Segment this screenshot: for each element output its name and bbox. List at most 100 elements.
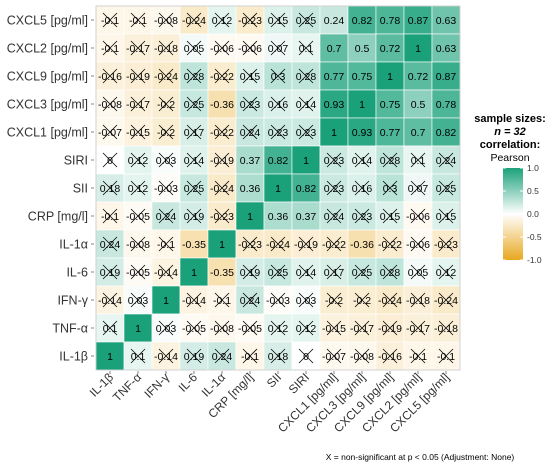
nonsignificant-x — [382, 236, 398, 252]
cell-value: -0.17 — [126, 43, 150, 55]
cell-value: -0.14 — [182, 295, 206, 307]
cell-value: 0.14 — [296, 267, 317, 279]
cell-value: -0.1 — [101, 43, 119, 55]
nonsignificant-x — [354, 320, 370, 336]
heatmap-cell — [403, 5, 433, 35]
cell-value: -0.1 — [213, 295, 231, 307]
cell-value: -0.14 — [154, 351, 178, 363]
cell-value: -0.1 — [241, 351, 259, 363]
cell-value: 0.24 — [324, 211, 345, 223]
cell-value: -0.1 — [129, 15, 147, 27]
cell-value: 0.36 — [268, 211, 289, 223]
cell-value: -0.24 — [182, 15, 206, 27]
cell-value: 1 — [275, 183, 281, 195]
nonsignificant-x — [326, 292, 342, 308]
cell-value: -0.03 — [266, 295, 290, 307]
nonsignificant-x — [270, 40, 286, 56]
cell-value: -0.06 — [238, 43, 262, 55]
legend-tick-label: -0.5 — [527, 232, 542, 242]
heatmap-cell — [179, 229, 209, 259]
nonsignificant-x — [326, 180, 342, 196]
cell-value: -0.19 — [294, 239, 318, 251]
heatmap-cell — [291, 5, 321, 35]
cell-value: -0.1 — [101, 211, 119, 223]
cell-value: 0.63 — [436, 15, 457, 27]
legend-tick-label: 0.0 — [527, 209, 539, 219]
cell-value: 0.12 — [436, 267, 457, 279]
cell-value: 0.7 — [327, 43, 342, 55]
cell-value: 0.03 — [156, 323, 177, 335]
cell-value: 0.03 — [296, 295, 317, 307]
nonsignificant-x — [410, 292, 426, 308]
nonsignificant-x — [102, 236, 118, 252]
nonsignificant-x — [158, 348, 174, 364]
legend-tick-label: 1.0 — [527, 163, 539, 173]
cell-value: -0.03 — [154, 183, 178, 195]
heatmap-cell — [123, 313, 153, 343]
nonsignificant-x — [298, 320, 314, 336]
legend-n-label: n = 32 — [494, 126, 526, 138]
cell-value: -0.36 — [350, 239, 374, 251]
cell-value: 0.25 — [436, 183, 457, 195]
heatmap-cells — [95, 5, 461, 371]
cell-value: 0.93 — [352, 127, 373, 139]
row-label: TNF-α — [52, 322, 88, 336]
cell-value: 0.23 — [268, 127, 289, 139]
nonsignificant-x — [242, 40, 258, 56]
heatmap-cell — [319, 89, 349, 119]
cell-value: 1 — [219, 239, 225, 251]
cell-value: 0.28 — [296, 71, 317, 83]
cell-value: 0.77 — [324, 71, 345, 83]
nonsignificant-x — [382, 152, 398, 168]
cell-value: 0.28 — [184, 71, 205, 83]
cell-value: -0.08 — [350, 351, 374, 363]
nonsignificant-x — [298, 348, 314, 364]
cell-value: -0.08 — [210, 323, 234, 335]
legend-colorbar — [503, 168, 523, 260]
cell-value: 0.7 — [411, 127, 426, 139]
nonsignificant-x — [382, 292, 398, 308]
cell-value: 0.03 — [156, 155, 177, 167]
nonsignificant-x — [270, 264, 286, 280]
nonsignificant-x — [438, 320, 454, 336]
heatmap-cell — [263, 145, 293, 175]
nonsignificant-marks — [102, 12, 454, 364]
cell-value: -0.22 — [210, 127, 234, 139]
cell-value: -0.24 — [434, 295, 458, 307]
cell-value: 0.87 — [408, 15, 429, 27]
nonsignificant-x — [102, 40, 118, 56]
nonsignificant-x — [298, 12, 314, 28]
nonsignificant-x — [214, 68, 230, 84]
nonsignificant-x — [186, 12, 202, 28]
cell-value: -0.18 — [154, 43, 178, 55]
cell-value: 0.78 — [380, 15, 401, 27]
nonsignificant-x — [186, 40, 202, 56]
heatmap-cell — [235, 173, 265, 203]
cell-value: -0.14 — [98, 295, 122, 307]
nonsignificant-x — [130, 348, 146, 364]
cell-value: 0.37 — [240, 155, 261, 167]
cell-value: 0.15 — [436, 211, 457, 223]
row-label: IL-1β — [59, 350, 88, 364]
heatmap-cell — [431, 61, 461, 91]
heatmap-cell — [291, 145, 321, 175]
nonsignificant-x — [158, 236, 174, 252]
cell-value: 1 — [331, 127, 337, 139]
cell-value: -0.1 — [409, 351, 427, 363]
nonsignificant-x — [158, 152, 174, 168]
legend-tick-label: 0.5 — [527, 186, 539, 196]
cell-value: 0.03 — [128, 295, 149, 307]
heatmap-cell — [375, 61, 405, 91]
nonsignificant-x — [298, 68, 314, 84]
nonsignificant-x — [242, 68, 258, 84]
legend: sample sizes: n = 32 correlation: Pearso… — [474, 113, 546, 265]
row-label: CXCL9 [pg/ml] — [7, 70, 88, 84]
nonsignificant-x — [326, 208, 342, 224]
cell-value: 0.12 — [268, 323, 289, 335]
nonsignificant-x — [102, 68, 118, 84]
cell-value: 0.63 — [436, 43, 457, 55]
row-label: CXCL5 [pg/ml] — [7, 14, 88, 28]
nonsignificant-x — [130, 40, 146, 56]
nonsignificant-x — [186, 124, 202, 140]
